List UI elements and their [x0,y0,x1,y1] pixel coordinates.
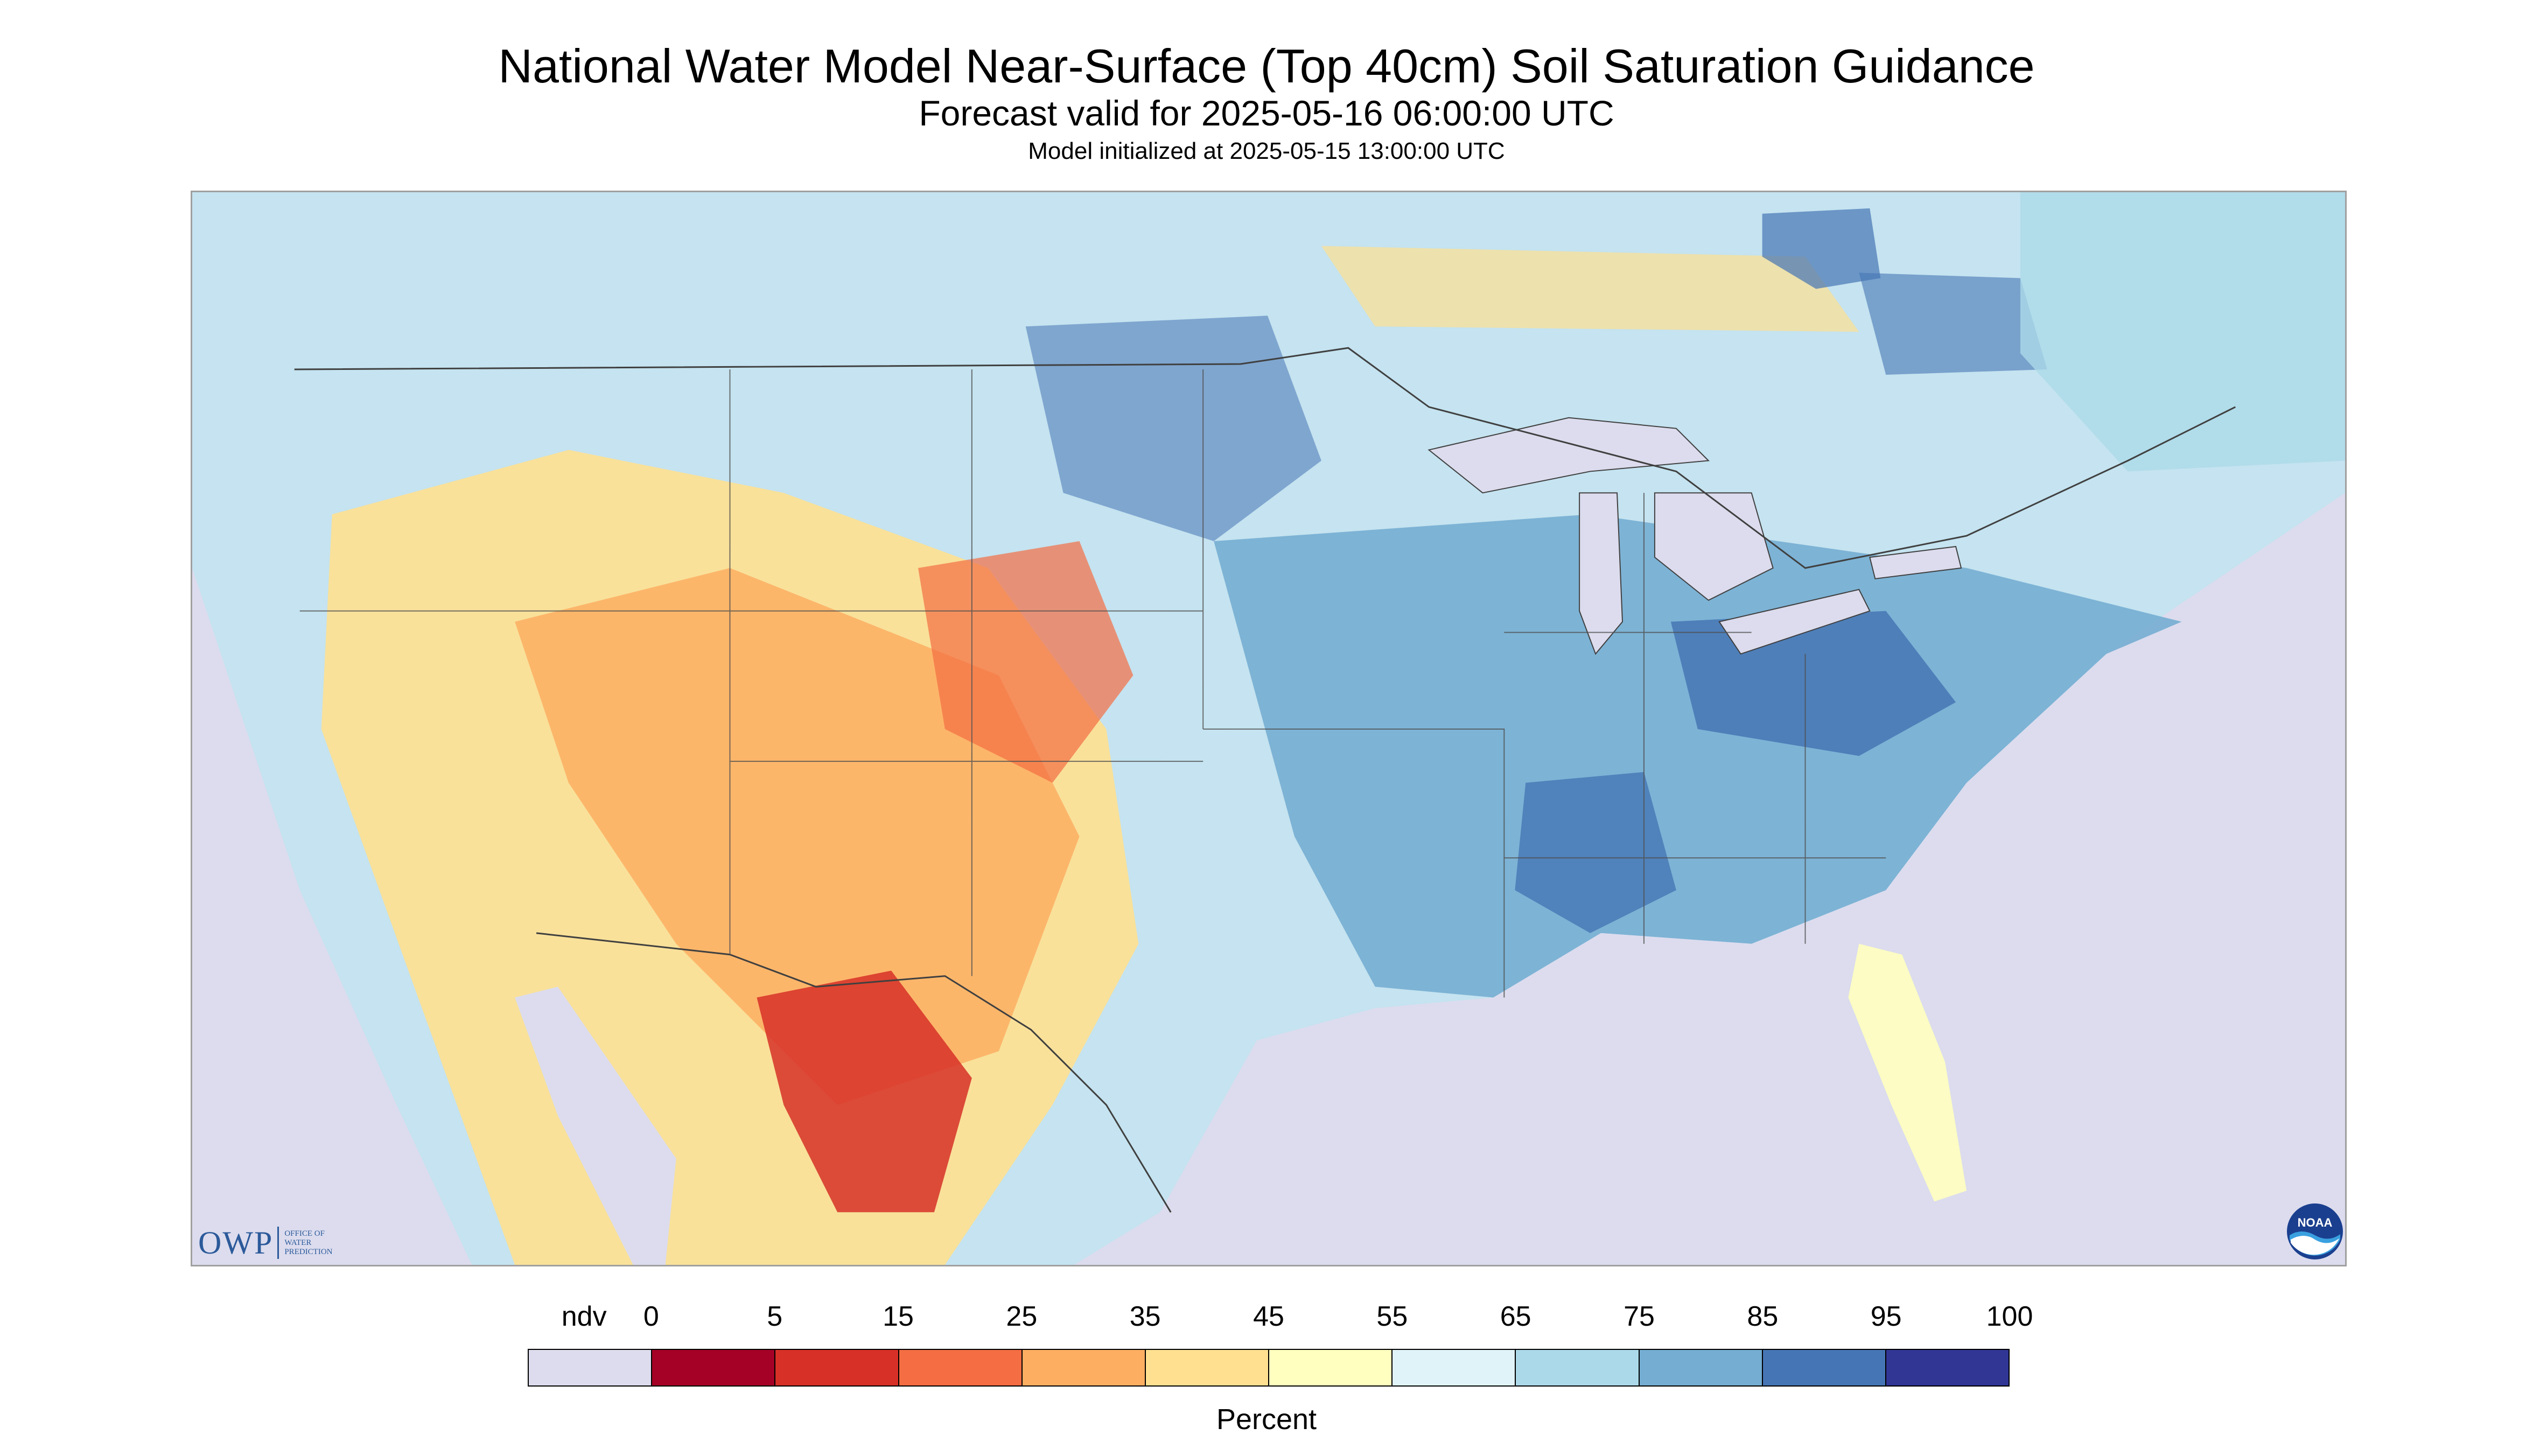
gulf-of-california [515,986,676,1265]
owp-logo-subtitle: OFFICE OF WATER PREDICTION [284,1229,365,1257]
wet-region-east [1214,514,2182,998]
owp-line-3: PREDICTION [284,1247,333,1256]
legend-swatch [1022,1350,1146,1385]
very-dry-mexico [757,970,972,1213]
gulf-of-mexico [1074,933,1935,1265]
lake-michigan [1579,492,1624,655]
map-title: National Water Model Near-Surface (Top 4… [498,39,2035,93]
legend-tick-label: 95 [1870,1301,1902,1332]
owp-logo-divider [277,1227,279,1259]
legend-tick-label: 85 [1747,1301,1779,1332]
legend-tick-label: 55 [1376,1301,1408,1332]
florida-peninsula [1848,943,1967,1202]
legend-swatch [1145,1350,1270,1385]
legend-tick-label: 100 [1986,1301,2033,1332]
lake-huron [1654,492,1774,601]
legend-tick-label: 35 [1129,1301,1161,1332]
owp-line-2: WATER [284,1238,312,1247]
owp-line-1: OFFICE OF [284,1229,325,1238]
moderate-canada-east [2020,192,2345,472]
legend-tick-label: 75 [1624,1301,1655,1332]
legend-tick-label: 15 [883,1301,914,1332]
legend-tick-label: 5 [767,1301,783,1332]
legend-swatch [529,1350,653,1385]
legend-tick-label: ndv [561,1301,607,1332]
legend-swatch [1639,1350,1763,1385]
dry-canada-band [1321,246,1859,332]
wet-dakotas [1025,316,1321,542]
legend-tick-label: 65 [1500,1301,1531,1332]
soil-saturation-map [191,191,2347,1266]
noaa-logo: NOAA [2287,1203,2343,1259]
us-canada-border [294,347,2236,569]
legend-tick-label: 45 [1253,1301,1284,1332]
color-legend [528,1349,2010,1387]
lake-superior [1428,417,1710,494]
legend-swatch [1762,1350,1886,1385]
lake-erie [1718,589,1871,655]
model-init-time: Model initialized at 2025-05-15 13:00:00… [1028,138,1505,164]
legend-unit-label: Percent [1216,1403,1317,1436]
forecast-valid-time: Forecast valid for 2025-05-16 06:00:00 U… [919,93,1614,133]
legend-swatch [775,1350,899,1385]
legend-swatch [1393,1350,1516,1385]
legend-tick-label: 25 [1006,1301,1038,1332]
hudson-bay-lake [1762,208,1881,289]
state-lines [299,369,1886,998]
lake-ontario [1869,545,1962,579]
owp-logo-letters: OWP [198,1224,274,1261]
legend-swatch [1516,1350,1640,1385]
legend-swatch [1269,1350,1393,1385]
legend-swatch [899,1350,1023,1385]
legend-swatch [652,1350,776,1385]
dry-region-southwest [515,568,1080,1105]
legend-swatch [1886,1350,2009,1385]
noaa-logo-text: NOAA [2298,1216,2333,1229]
map-canvas [192,192,2345,1265]
very-wet-mississippi [1515,772,1676,933]
wet-canada-north [1859,272,2047,375]
legend-tick-label: 0 [643,1301,659,1332]
owp-logo: OWP OFFICE OF WATER PREDICTION [198,1221,365,1264]
